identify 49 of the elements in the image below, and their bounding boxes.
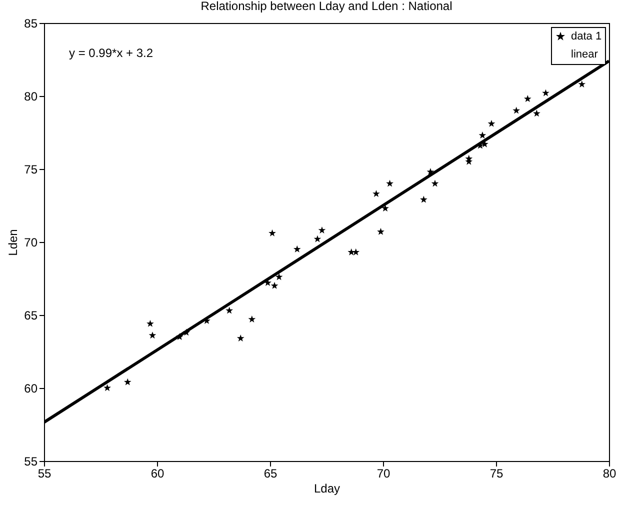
x-tick-label: 55: [38, 466, 52, 480]
point: [488, 120, 496, 127]
point: [377, 228, 384, 235]
point: [578, 80, 586, 88]
y-tick-label: 80: [24, 90, 38, 104]
point: [268, 229, 276, 236]
annotation: y = 0.99*x + 3.2: [69, 46, 154, 60]
point: [270, 282, 278, 289]
point: [382, 204, 389, 212]
point: [124, 378, 132, 386]
point: [431, 180, 439, 187]
y-tick-label: 75: [24, 162, 38, 176]
y-tick-label: 65: [24, 308, 38, 322]
point: [426, 168, 434, 176]
point: [386, 180, 394, 187]
series-label: linear: [571, 48, 598, 60]
legend-label: data 1: [571, 30, 602, 42]
point: [182, 328, 190, 336]
point: [420, 196, 428, 203]
chart-title: Relationship between Lday and Lden : National: [200, 0, 452, 13]
point: [542, 89, 550, 96]
x-tick-label: 75: [490, 466, 504, 480]
point: [236, 334, 244, 342]
point: [314, 235, 322, 242]
x-tick-label: 80: [602, 466, 616, 480]
y-tick-label: 70: [24, 236, 38, 250]
point: [248, 316, 256, 323]
point: [532, 110, 540, 117]
point: [512, 106, 520, 114]
x-tick-label: 65: [264, 466, 278, 480]
x-tick-label: 60: [150, 466, 164, 480]
point: [372, 190, 380, 197]
y-tick-label: 60: [24, 382, 38, 396]
x-tick-label: 70: [376, 466, 390, 480]
y-axis-title: Lden: [6, 229, 20, 256]
point: [146, 320, 154, 327]
y-tick-label: 85: [24, 16, 38, 30]
point: [275, 273, 283, 280]
point: [104, 384, 111, 392]
point: [524, 95, 532, 102]
y-tick-label: 55: [24, 454, 38, 468]
point: [226, 306, 234, 314]
point: [465, 154, 473, 162]
point: [148, 332, 156, 339]
x-axis-title: Lday: [314, 482, 340, 496]
point: [478, 132, 486, 139]
point: [318, 226, 326, 234]
point: [176, 333, 184, 340]
point: [293, 245, 301, 252]
